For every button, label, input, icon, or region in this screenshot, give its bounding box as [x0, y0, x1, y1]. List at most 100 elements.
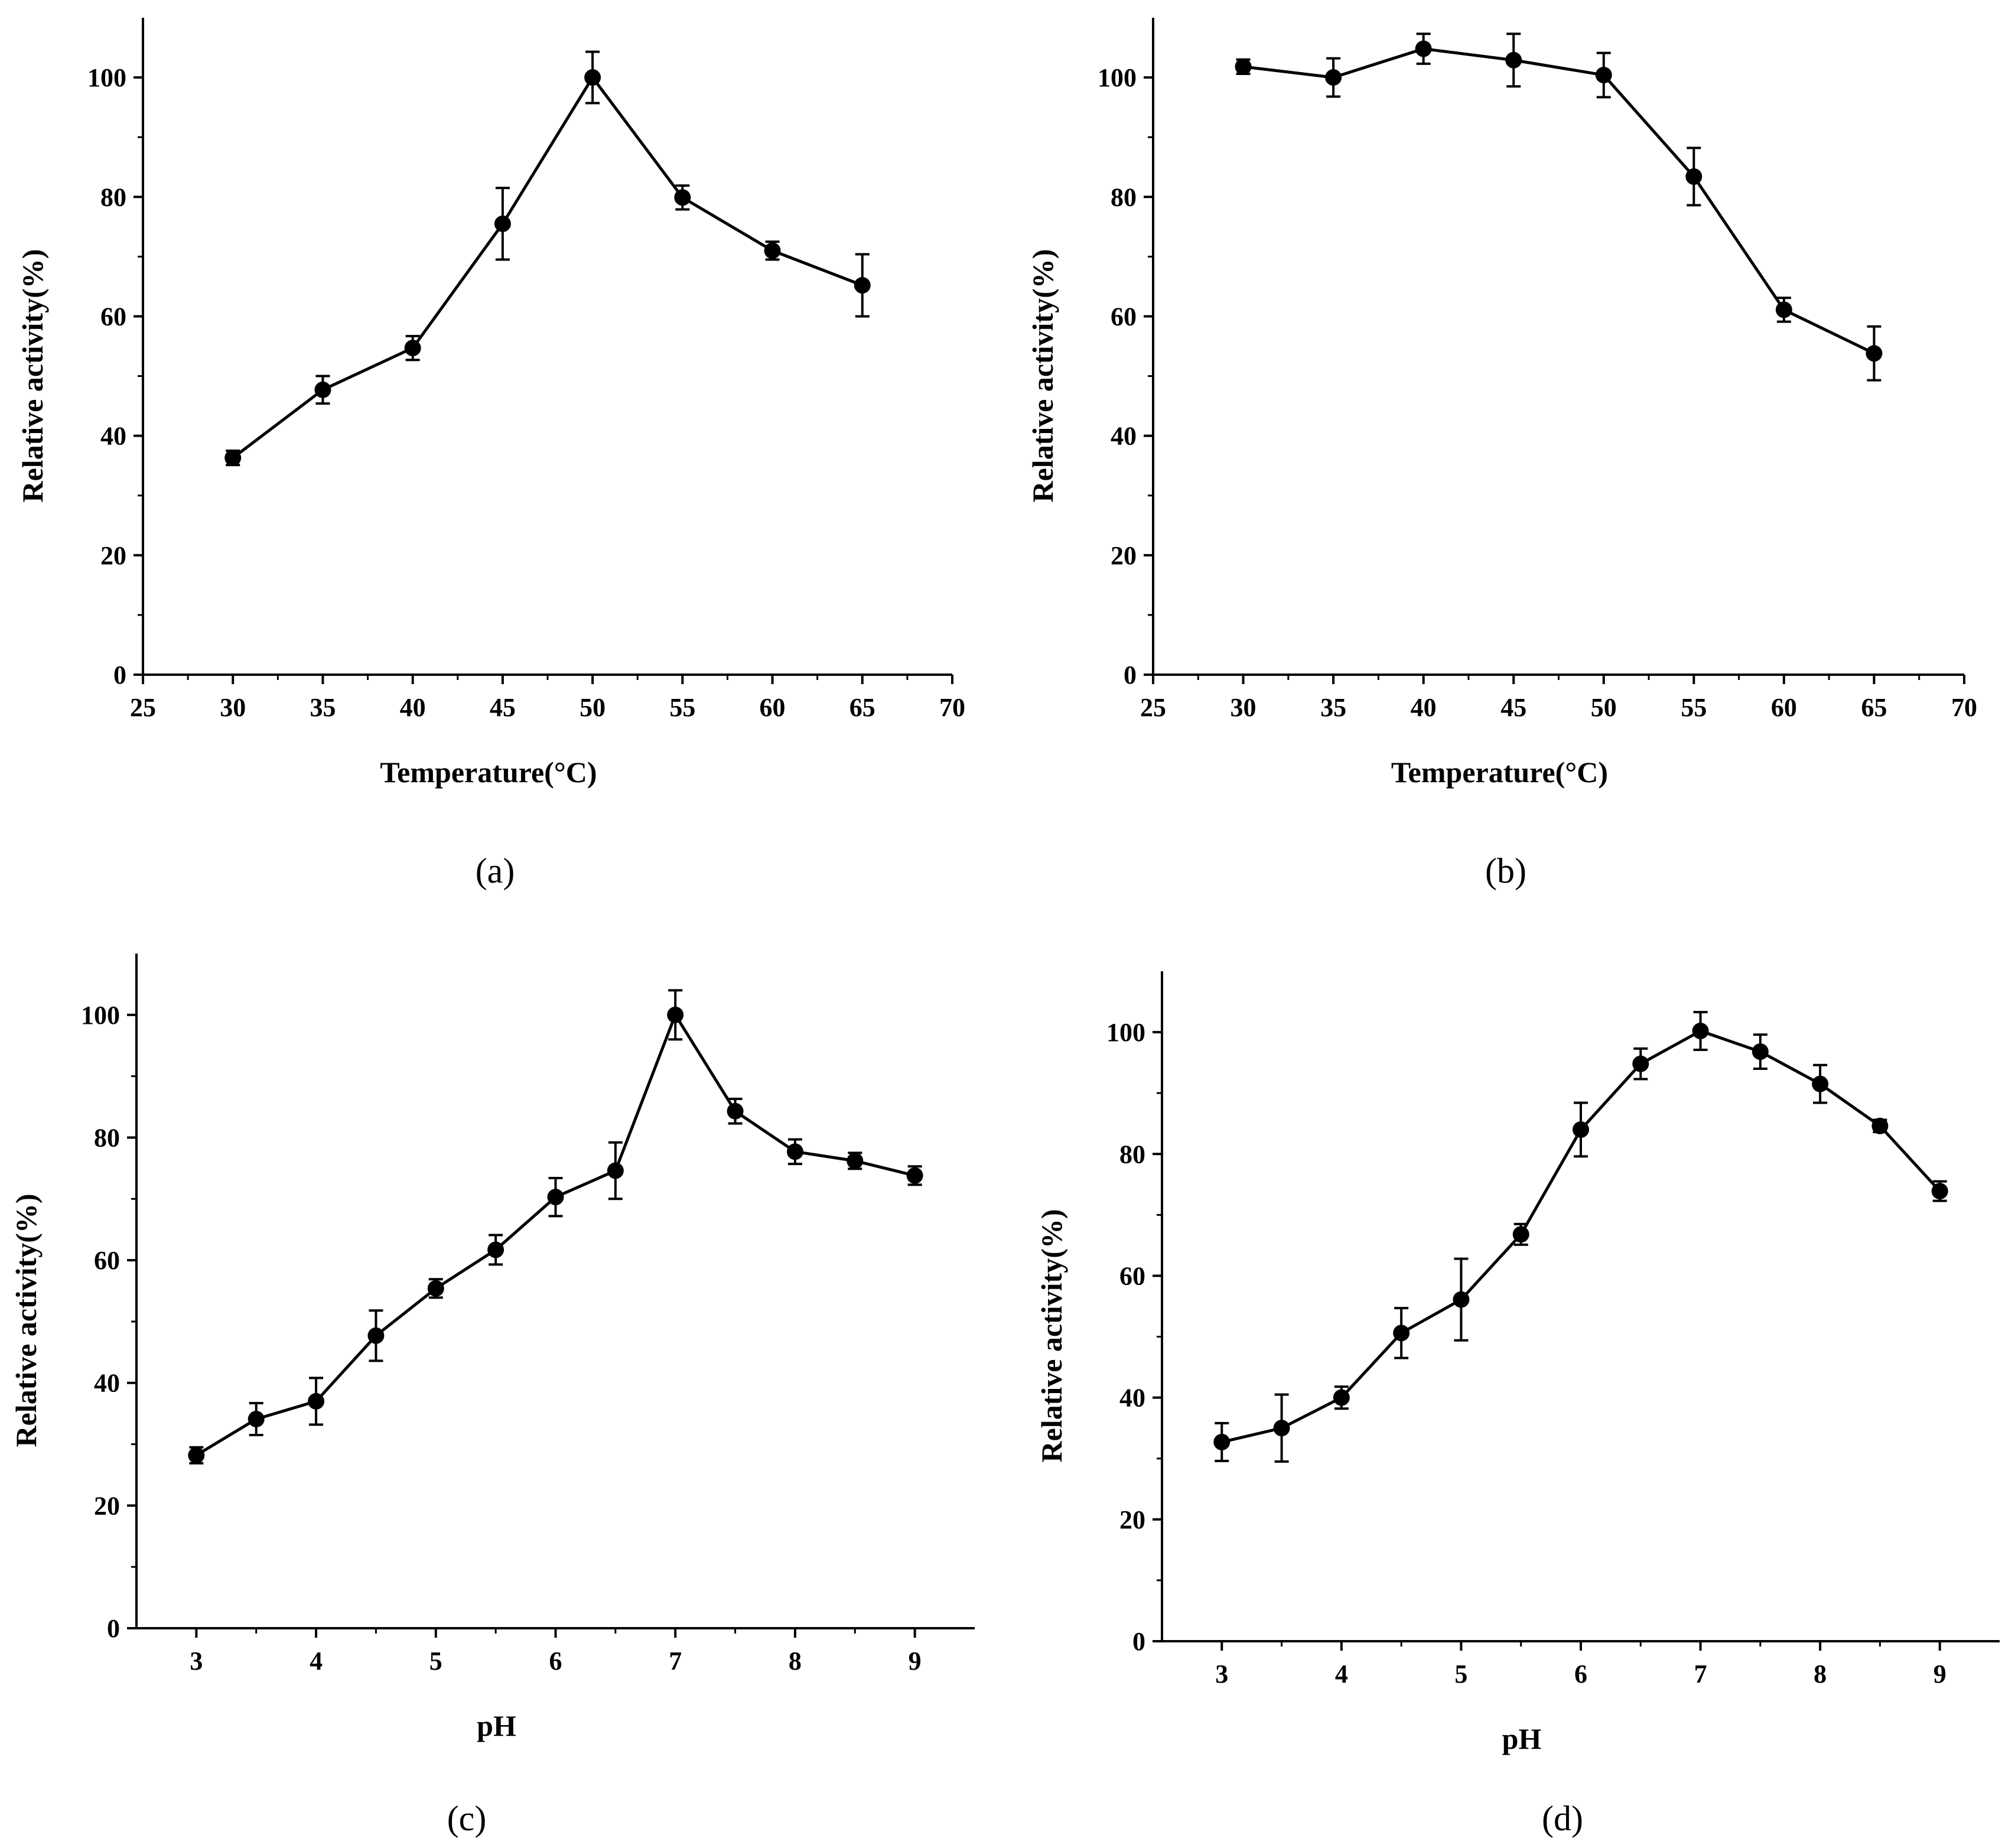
data-point [367, 1327, 385, 1344]
data-point [248, 1410, 265, 1427]
x-tick-label: 4 [310, 1647, 323, 1675]
panel-c: 3 4 5 6 7 8 9 0 20 40 60 80 100 pH Relative activity(%… [0, 924, 1007, 1848]
data-point [427, 1280, 444, 1297]
y-tick-label: 80 [94, 1123, 120, 1152]
data-point [1866, 345, 1883, 362]
data-point [1573, 1121, 1589, 1138]
x-tick-label: 8 [789, 1647, 802, 1675]
data-point [1333, 1389, 1350, 1406]
data-point [1812, 1075, 1829, 1092]
x-tick-label: 40 [400, 693, 426, 722]
x-tick-label: 70 [939, 693, 965, 722]
x-tick-label: 45 [1500, 693, 1526, 722]
y-tick-label: 80 [1119, 1140, 1145, 1169]
x-axis-title: pH [477, 1709, 516, 1742]
x-tick-label: 50 [580, 693, 606, 722]
x-tick-label: 40 [1411, 693, 1437, 722]
y-tick-label: 100 [87, 63, 126, 92]
data-point [547, 1189, 564, 1206]
x-tick-label: 60 [1771, 693, 1797, 722]
y-tick-label: 100 [81, 1001, 120, 1030]
y-tick-label: 20 [1119, 1505, 1145, 1534]
y-tick-label: 20 [94, 1491, 120, 1520]
chart-d: 3 4 5 6 7 8 9 0 20 40 60 80 100 pH Relative activity(%… [1035, 971, 2000, 1755]
y-tick-label: 0 [113, 661, 126, 689]
y-tick-label: 0 [107, 1614, 120, 1643]
data-point [1931, 1183, 1948, 1200]
data-point [404, 340, 421, 357]
data-point [1512, 1226, 1529, 1243]
x-axis-title: pH [1502, 1722, 1542, 1755]
y-tick-label: 0 [1124, 661, 1137, 689]
x-tick-label: 6 [549, 1647, 562, 1675]
data-point [667, 1006, 684, 1023]
data-point [1235, 58, 1252, 75]
x-tick-label: 45 [490, 693, 516, 722]
chart-a: 25 30 35 40 45 50 55 60 65 70 0 20 40 60 80 100 Temperat… [16, 18, 965, 789]
x-tick-label: 25 [130, 693, 156, 722]
series-line [232, 76, 863, 460]
data-point [854, 276, 871, 294]
y-tick-label: 60 [94, 1246, 120, 1275]
y-tick-label: 0 [1132, 1627, 1145, 1656]
y-tick-label: 40 [100, 422, 126, 451]
x-tick-label: 35 [310, 693, 336, 722]
panel-a: 25 30 35 40 45 50 55 60 65 70 0 20 40 60 80 100 Temperat… [0, 0, 1007, 924]
x-tick-label: 8 [1814, 1660, 1827, 1688]
y-tick-label: 80 [100, 183, 126, 212]
series-line [1243, 47, 1875, 355]
data-point [584, 69, 601, 86]
y-axis-title: Relative activity(%) [16, 249, 49, 502]
data-point [1871, 1117, 1889, 1134]
data-point [764, 242, 781, 259]
data-point [1505, 51, 1522, 69]
x-tick-label: 6 [1574, 1660, 1587, 1688]
data-point [1632, 1055, 1649, 1072]
panel-label-a: (a) [475, 851, 515, 890]
data-point [188, 1447, 205, 1464]
y-tick-label: 100 [1106, 1018, 1145, 1047]
data-point [786, 1143, 803, 1160]
x-tick-label: 55 [1681, 693, 1707, 722]
x-tick-label: 7 [669, 1647, 682, 1675]
data-point [314, 381, 331, 398]
x-tick-label: 55 [669, 693, 695, 722]
y-tick-label: 60 [1111, 302, 1137, 331]
x-axis-title: Temperature(°C) [380, 756, 597, 789]
y-tick-label: 40 [1111, 422, 1137, 451]
y-tick-label: 20 [100, 541, 126, 570]
data-point [1752, 1043, 1769, 1060]
x-tick-label: 25 [1140, 693, 1166, 722]
y-tick-label: 60 [1119, 1261, 1145, 1290]
panel-label-b: (b) [1485, 851, 1526, 890]
data-point [1685, 168, 1703, 185]
data-point [494, 215, 511, 232]
x-tick-label: 5 [429, 1647, 442, 1675]
y-axis-title: Relative activity(%) [1026, 249, 1059, 502]
y-tick-label: 40 [1119, 1384, 1145, 1413]
x-tick-label: 9 [909, 1647, 922, 1675]
x-tick-label: 60 [760, 693, 786, 722]
data-point [1273, 1420, 1290, 1437]
chart-c: 3 4 5 6 7 8 9 0 20 40 60 80 100 pH Relative activity(%… [9, 954, 975, 1742]
x-tick-label: 50 [1591, 693, 1617, 722]
y-axis-title: Relative activity(%) [9, 1193, 43, 1447]
data-point [727, 1102, 744, 1120]
data-point [906, 1167, 923, 1184]
data-point [847, 1152, 864, 1169]
x-tick-label: 4 [1335, 1660, 1348, 1688]
panel-label-c: (c) [447, 1799, 487, 1838]
x-tick-label: 30 [220, 693, 246, 722]
data-point [1595, 67, 1612, 84]
panel-label-d: (d) [1542, 1799, 1583, 1838]
data-point [1415, 40, 1432, 57]
x-tick-label: 5 [1454, 1660, 1467, 1688]
data-point [1393, 1325, 1410, 1342]
data-point [1325, 69, 1342, 86]
x-tick-label: 65 [849, 693, 875, 722]
x-tick-label: 65 [1861, 693, 1887, 722]
x-tick-label: 7 [1694, 1660, 1707, 1688]
y-tick-label: 80 [1111, 183, 1137, 212]
y-tick-label: 100 [1098, 63, 1137, 92]
chart-b: 25 30 35 40 45 50 55 60 65 70 0 20 40 60 80 100 Temperat… [1026, 18, 1977, 789]
